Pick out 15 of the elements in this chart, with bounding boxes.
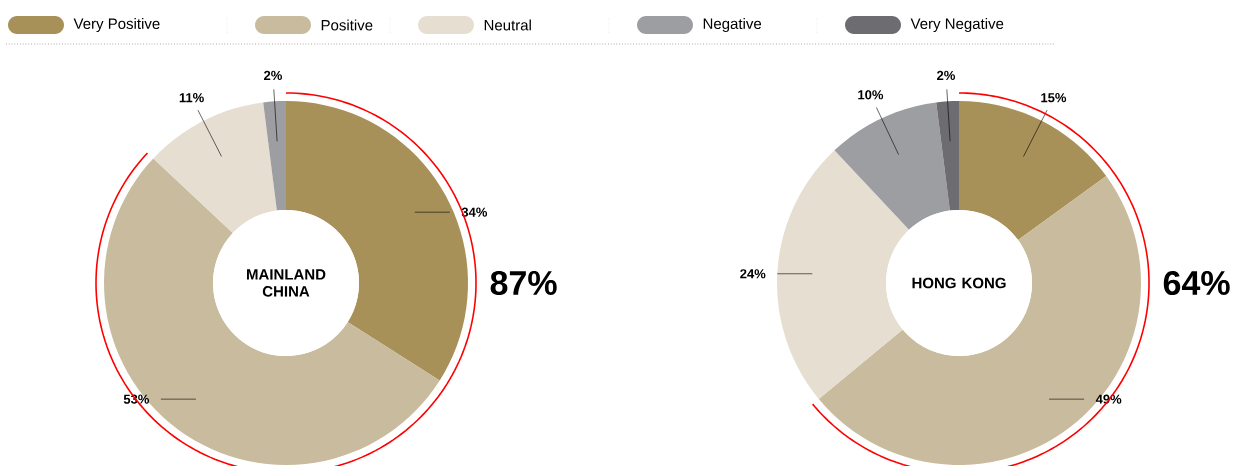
data-label: 15% — [1041, 93, 1067, 103]
legend-label: Very Negative — [910, 18, 1004, 32]
legend-label: Neutral — [484, 19, 531, 31]
legend-label: Negative — [703, 18, 762, 32]
data-label: 10% — [858, 90, 884, 100]
legend-label: Very Positive — [73, 18, 160, 32]
data-label: 11% — [179, 93, 204, 103]
text: HONG KONG — [912, 277, 1006, 289]
text: 87% — [490, 270, 557, 296]
text: MAINLAND CHINA — [247, 269, 326, 297]
data-label: 24% — [740, 269, 766, 279]
legend-label: Positive — [321, 19, 373, 31]
data-label: 2% — [264, 70, 282, 80]
data-label: 2% — [937, 70, 956, 80]
text: 64% — [1163, 270, 1230, 296]
